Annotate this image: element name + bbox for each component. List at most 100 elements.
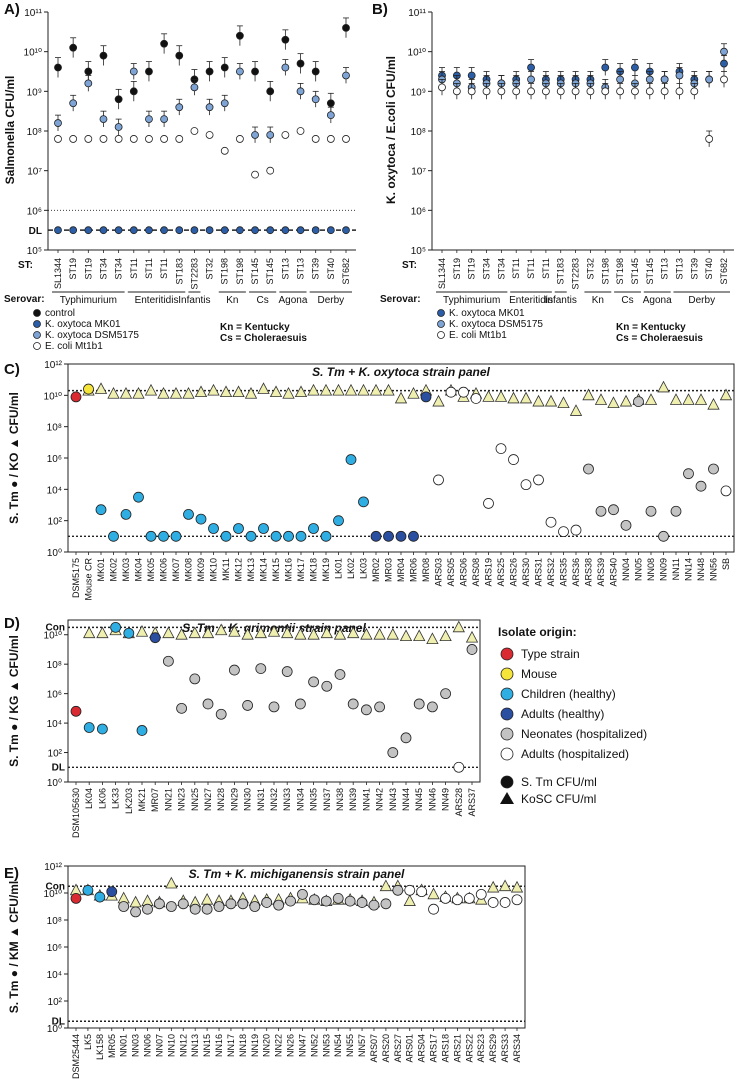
panel-c-circle-point xyxy=(370,530,382,542)
panel-e-xtick-label: LK158 xyxy=(95,1034,105,1060)
panel-b-point-2 xyxy=(586,87,595,96)
panel-a-point-3 xyxy=(281,131,290,139)
panel-e-circle-point xyxy=(142,903,153,915)
panel-e-ylabel: S. Tm ● / KM ▲ CFU/ml xyxy=(7,881,21,1013)
panel-c-xtick-label: NN05 xyxy=(634,558,644,581)
origin-legend-label: Adults (hospitalized) xyxy=(521,747,629,761)
panel-a-serovar-name: Agona xyxy=(278,295,307,306)
panel-b-point-1 xyxy=(720,47,728,56)
panel-c-xtick-label: MK01 xyxy=(96,558,106,582)
panel-c-xtick-label: LK01 xyxy=(334,558,344,579)
panel-a-xtick-label: ST32 xyxy=(205,258,215,280)
panel-b-point-0 xyxy=(720,59,728,68)
panel-a-point-0 xyxy=(266,87,275,96)
panel-d-xtick-label: NN35 xyxy=(309,788,319,811)
panel-e-ytick-label: 10² xyxy=(48,997,63,1008)
panel-b-point-2 xyxy=(645,87,654,96)
panel-a-point-3 xyxy=(175,135,184,143)
panel-a-point-2 xyxy=(281,63,290,72)
panel-a-xtick-label: ST11 xyxy=(159,258,169,279)
panel-c-circle-point xyxy=(720,485,732,497)
panel-e-xtick-label: ARS34 xyxy=(512,1034,522,1063)
panel-a-point-2 xyxy=(84,79,93,88)
panel-c-circle-point xyxy=(170,530,182,542)
panel-b-xtick-label: ST11 xyxy=(526,258,536,279)
panel-a-point-1 xyxy=(145,226,153,235)
panel-a-dl-label: DL xyxy=(29,226,42,237)
panel-c-triangle-point xyxy=(382,383,395,396)
panel-b-point-2 xyxy=(616,87,625,96)
panel-a-point-2 xyxy=(54,119,62,127)
panel-a-point-0 xyxy=(160,39,169,48)
panel-c-circle-point xyxy=(95,504,107,516)
panel-c-xtick-label: NN11 xyxy=(671,558,681,580)
panel-d-circle-point xyxy=(123,627,135,639)
panel-a-point-1 xyxy=(205,226,214,235)
panel-b-point-2 xyxy=(660,87,669,96)
panel-a-point-3 xyxy=(99,135,108,143)
panel-e-xtick-label: NN57 xyxy=(357,1034,367,1057)
panel-d-ytick-label: 10⁴ xyxy=(47,719,62,730)
panel-d-triangle-point xyxy=(83,626,96,639)
panel-b-xtick-label: ST11 xyxy=(511,258,521,279)
panel-d-xtick-label: NN49 xyxy=(441,788,451,811)
panel-a-point-3 xyxy=(342,135,350,143)
panel-a-xtick-label: ST11 xyxy=(144,258,154,279)
panel-c-circle-point xyxy=(595,505,607,517)
panel-a-point-0 xyxy=(235,31,244,40)
panel-c-triangle-point xyxy=(507,391,520,404)
panel-e-circle-point xyxy=(499,897,511,908)
panel-e-triangle-point xyxy=(486,880,500,893)
panel-c-triangle-point xyxy=(694,393,708,405)
panel-c-xtick-label: ARS32 xyxy=(546,558,556,587)
panel-c-xtick-label: MK07 xyxy=(171,558,181,582)
panel-c-circle-point xyxy=(695,480,707,492)
panel-c-title: S. Tm + K. oxytoca strain panel xyxy=(312,365,490,379)
panel-c-triangle-point xyxy=(357,383,370,396)
panel-a-serovar-name: Enteritidis xyxy=(135,295,179,306)
panel-e-circle-point xyxy=(249,901,261,912)
panel-a-point-2 xyxy=(220,99,229,108)
panel-c-triangle-point xyxy=(707,397,720,410)
panel-b-xtick-label: SL1344 xyxy=(437,258,447,289)
panel-d-con-label: Con xyxy=(46,622,65,633)
panel-a-point-1 xyxy=(160,226,169,235)
panel-c-ylabel: S. Tm ● / KO ▲ CFU/ml xyxy=(7,392,21,524)
panel-a-legend-label: K. oxytoca DSM5175 xyxy=(45,330,139,341)
shape-legend-circle xyxy=(500,775,514,789)
panel-a-point-1 xyxy=(220,226,229,235)
panel-e-ytick-label: 10¹⁰ xyxy=(44,889,62,900)
panel-a-point-2 xyxy=(266,131,275,139)
panel-a-ytick-label: 10⁵ xyxy=(27,246,42,257)
panel-e-circle-point xyxy=(428,903,439,915)
panel-c-circle-point xyxy=(408,530,419,542)
panel-c-triangle-point xyxy=(132,386,145,399)
panel-b-serovar-label: Serovar: xyxy=(380,294,421,305)
panel-e-xtick-label: NN13 xyxy=(190,1034,200,1057)
panel-d-xtick-label: NN32 xyxy=(269,788,279,811)
origin-legend-label: Neonates (hospitalized) xyxy=(521,727,647,741)
panel-a-point-1 xyxy=(175,226,184,235)
panel-c-circle-point xyxy=(158,530,169,542)
panel-a-xtick-label: ST682 xyxy=(341,258,351,285)
panel-e-xtick-label: NN26 xyxy=(286,1034,296,1057)
panel-c-xtick-label: MK12 xyxy=(234,558,244,582)
panel-c-xtick-label: MK14 xyxy=(259,558,269,582)
panel-a-serovar-name: Cs xyxy=(257,295,269,306)
panel-a-point-0 xyxy=(54,63,62,72)
panel-a-point-3 xyxy=(190,127,199,135)
panel-e-circle-point xyxy=(213,901,225,912)
panel-e-xtick-label: NN55 xyxy=(345,1034,355,1057)
panel-a-point-0 xyxy=(205,67,214,76)
panel-c-circle-point xyxy=(345,454,357,465)
panel-c-circle-point xyxy=(470,393,482,404)
panel-a-point-3 xyxy=(160,135,169,143)
panel-c-circle-point xyxy=(233,523,244,534)
panel-a-serovar-name: Kn xyxy=(226,295,238,306)
panel-c-triangle-point xyxy=(157,386,170,399)
panel-a-point-1 xyxy=(235,226,244,235)
panel-c-xtick-label: ARS30 xyxy=(521,558,531,587)
panel-b-ytick-label: 10¹¹ xyxy=(408,8,426,19)
panel-c-triangle-point xyxy=(232,385,245,398)
panel-e-xtick-label: NN22 xyxy=(274,1034,284,1057)
